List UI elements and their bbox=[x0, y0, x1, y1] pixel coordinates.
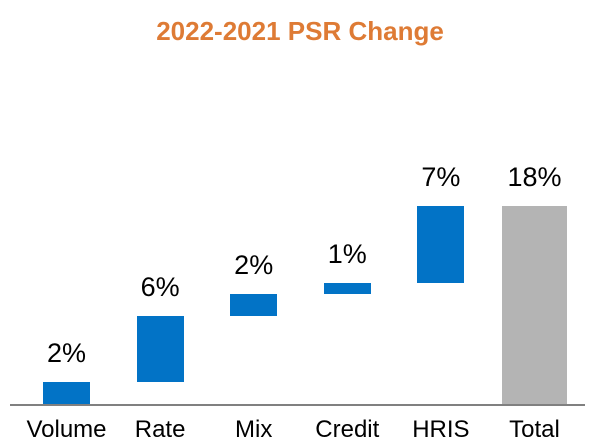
value-label-credit: 1% bbox=[327, 239, 367, 269]
value-label-rate: 6% bbox=[140, 272, 180, 302]
value-label-hris: 7% bbox=[421, 162, 461, 192]
category-label-mix: Mix bbox=[235, 416, 273, 443]
bar-volume bbox=[43, 382, 90, 404]
bar-hris bbox=[417, 206, 465, 283]
bar-mix bbox=[230, 294, 278, 316]
value-label-volume: 2% bbox=[46, 338, 87, 368]
category-label-hris: HRIS bbox=[412, 416, 470, 443]
category-label-rate: Rate bbox=[134, 416, 186, 443]
category-label-total: Total bbox=[509, 416, 560, 443]
value-label-mix: 2% bbox=[234, 250, 274, 280]
chart-title: 2022-2021 PSR Change bbox=[156, 16, 444, 46]
value-label-total: 18% bbox=[507, 162, 562, 192]
bar-total bbox=[502, 206, 567, 404]
category-label-volume: Volume bbox=[26, 416, 107, 443]
x-axis-line bbox=[10, 404, 585, 406]
category-label-credit: Credit bbox=[315, 416, 380, 443]
bar-rate bbox=[136, 316, 184, 382]
bar-credit bbox=[323, 283, 371, 294]
